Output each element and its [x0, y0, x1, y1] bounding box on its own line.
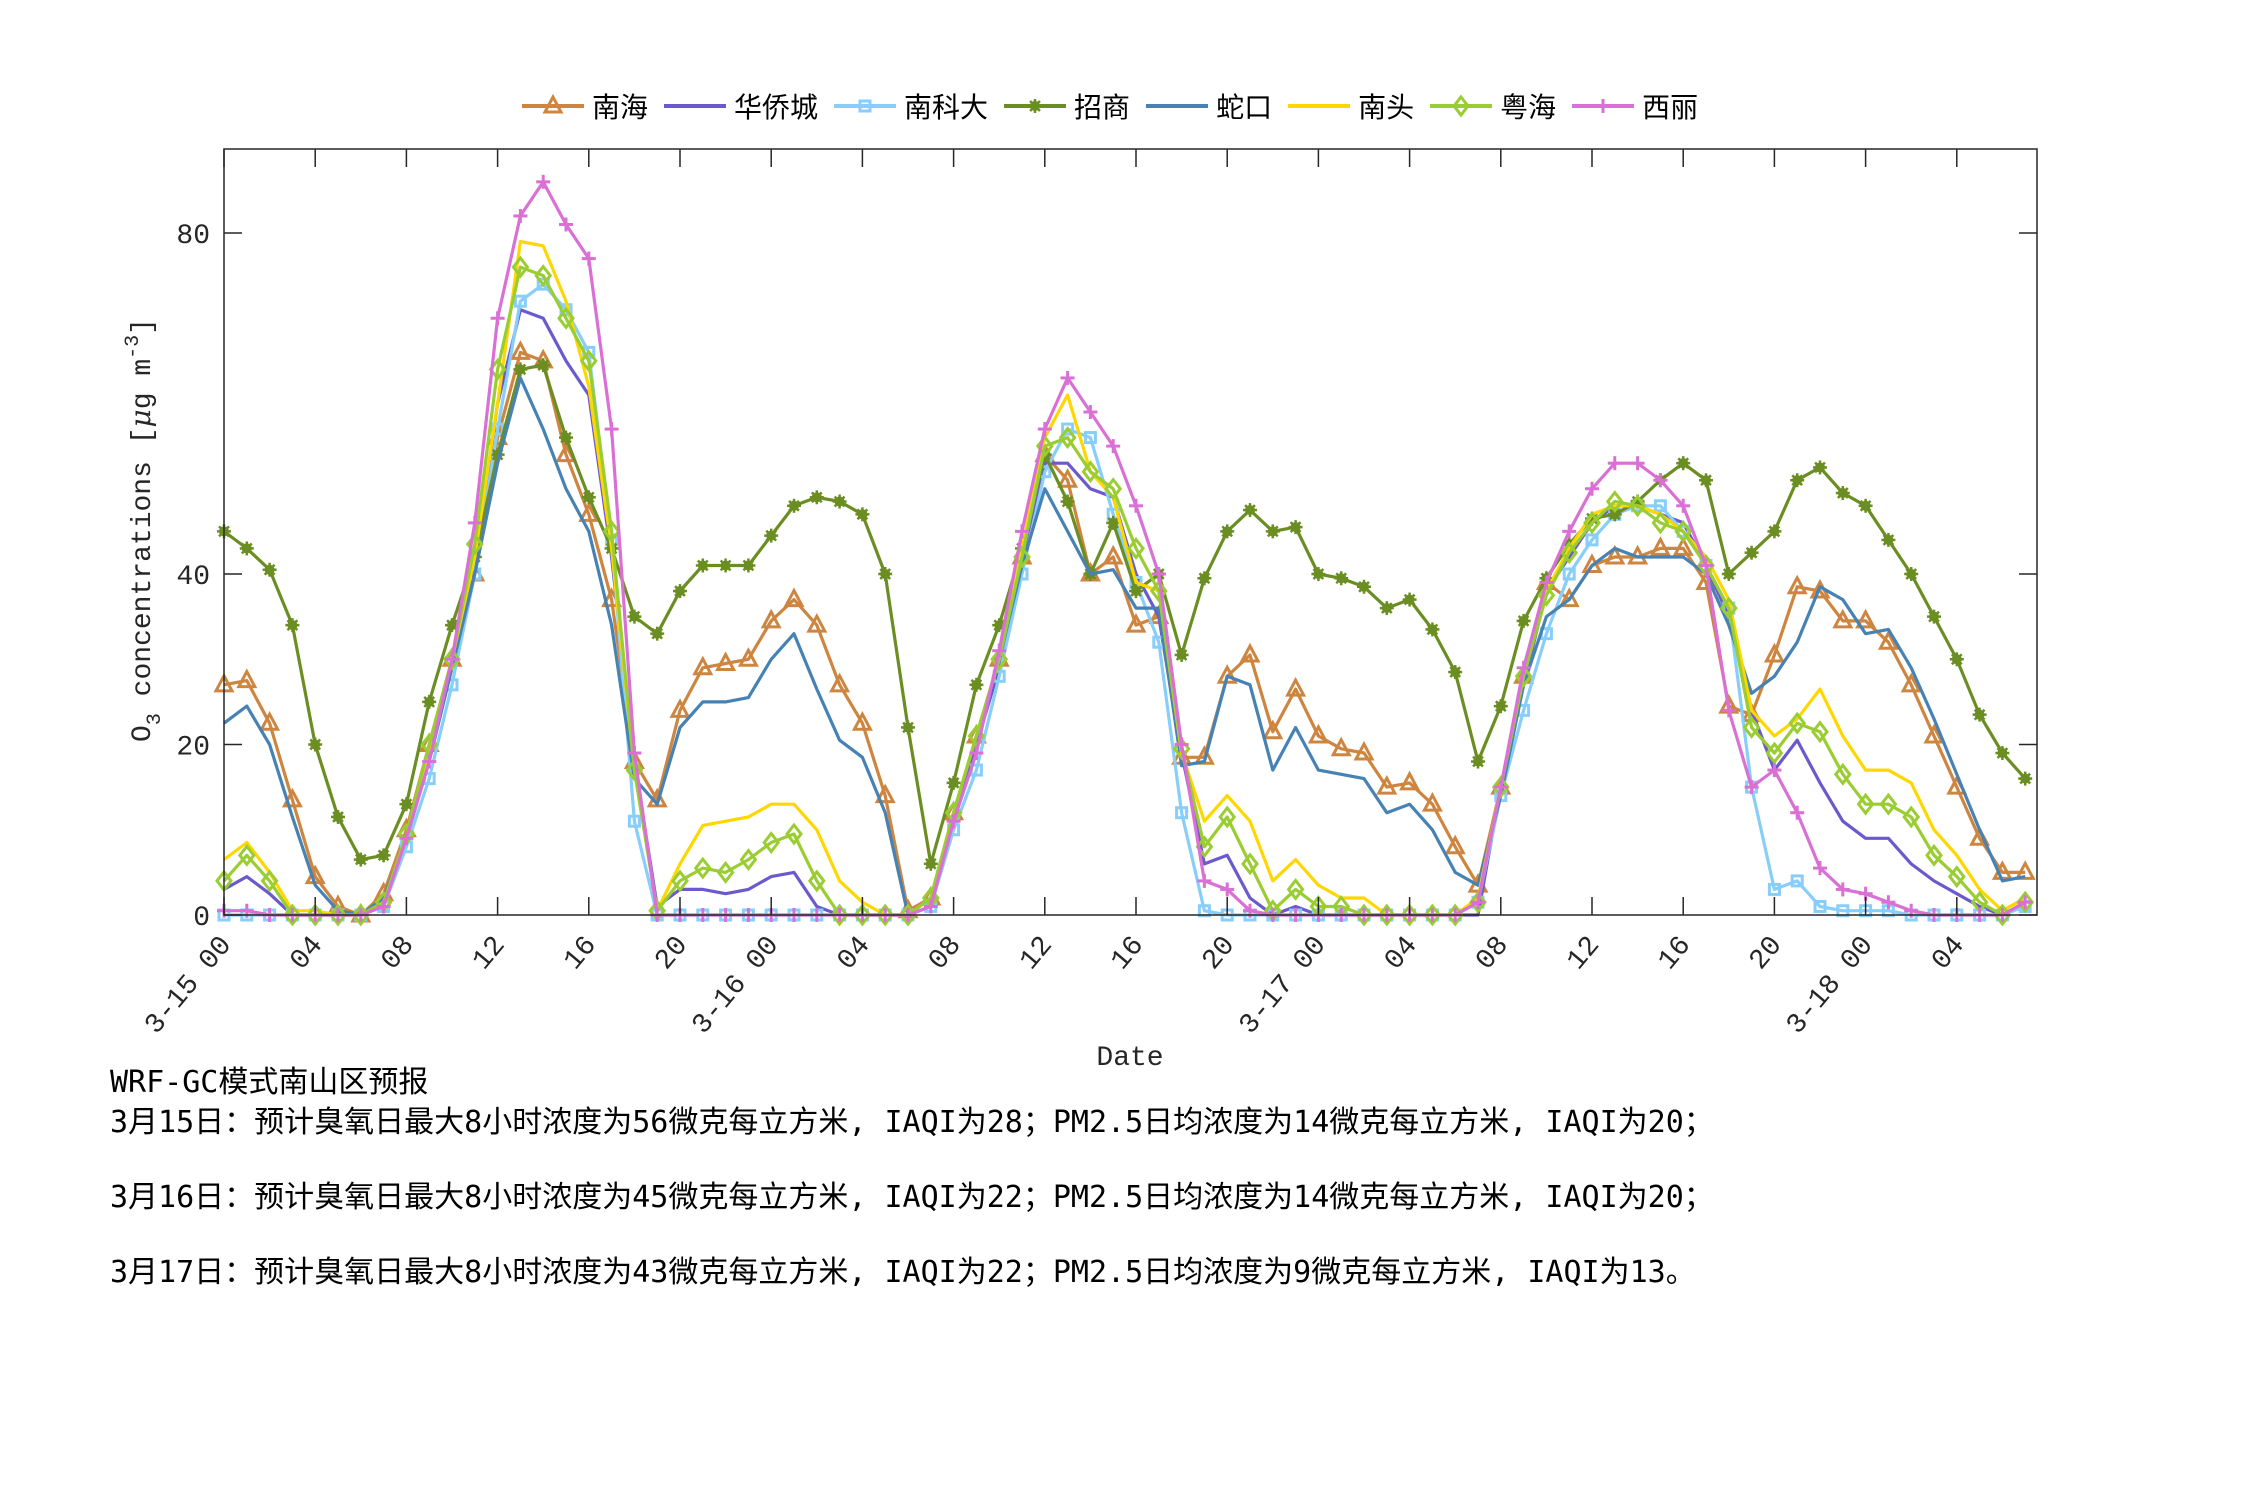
x-tick-label: 12: [1014, 931, 1059, 977]
legend-label: 蛇口: [1216, 91, 1273, 124]
legend-item-南科大: 南科大: [832, 86, 988, 126]
legend-item-南海: 南海: [520, 86, 648, 126]
triangle-marker-icon: [522, 93, 584, 114]
summary-title: WRF-GC模式南山区预报: [110, 1065, 429, 1100]
legend-label: 南科大: [904, 91, 989, 124]
series-蛇口: [223, 376, 2026, 917]
diamond-marker-icon: [1430, 94, 1493, 118]
legend-item-粤海: 粤海: [1428, 86, 1556, 126]
x-tick-label: 04: [832, 931, 877, 977]
x-tick-label: 04: [1926, 931, 1971, 977]
x-tick-label: 16: [558, 931, 603, 977]
x-axis-label: Date: [1096, 1043, 1163, 1074]
chart-legend: 南海 华侨城 南科大 招商 蛇口 南头 粤海 西丽: [520, 88, 1712, 124]
x-tick-label: 12: [1562, 931, 1607, 977]
legend-item-招商: 招商: [1002, 86, 1130, 126]
series-粤海: [215, 255, 2035, 927]
x-tick-label: 20: [1197, 931, 1242, 977]
summary-line-0317: 3月17日：预计臭氧日最大8小时浓度为43微克每立方米, IAQI为22；PM2…: [110, 1255, 1696, 1290]
svg-text:O3 concentrations [μg m-3]: O3 concentrations [μg m-3]: [122, 318, 167, 742]
summary-line-0316: 3月16日：预计臭氧日最大8小时浓度为45微克每立方米, IAQI为22；PM2…: [110, 1180, 1714, 1215]
x-tick-label: 16: [1653, 931, 1698, 977]
legend-item-蛇口: 蛇口: [1144, 86, 1272, 126]
legend-item-西丽: 西丽: [1570, 86, 1698, 126]
line-marker-icon: [1146, 104, 1209, 108]
star-marker-icon: [1004, 99, 1067, 113]
legend-label: 招商: [1074, 91, 1131, 124]
legend-label: 西丽: [1642, 91, 1699, 124]
line-marker-icon: [664, 104, 727, 108]
summary-line-0315: 3月15日：预计臭氧日最大8小时浓度为56微克每立方米, IAQI为28；PM2…: [110, 1105, 1714, 1140]
legend-label: 南海: [592, 91, 649, 124]
plus-marker-icon: [1572, 99, 1635, 113]
x-tick-label: 3-18 00: [1781, 931, 1880, 1041]
y-tick-label: 20: [176, 733, 210, 764]
y-tick-label: 40: [176, 562, 210, 593]
plot-area: [213, 174, 2036, 927]
y-tick-label: 0: [193, 903, 210, 934]
legend-label: 华侨城: [734, 91, 819, 124]
x-tick-label: 04: [285, 931, 330, 977]
line-marker-icon: [1288, 104, 1351, 108]
legend-item-南头: 南头: [1286, 86, 1414, 126]
legend-label: 粤海: [1500, 91, 1557, 124]
x-tick-label: 20: [650, 931, 695, 977]
x-tick-label: 16: [1106, 931, 1151, 977]
x-tick-label: 04: [1379, 931, 1424, 977]
series-南头: [223, 239, 2026, 917]
x-tick-label: 3-16 00: [687, 931, 786, 1041]
x-tick-label: 08: [923, 931, 968, 977]
forecast-summary: WRF-GC模式南山区预报 3月15日：预计臭氧日最大8小时浓度为56微克每立方…: [110, 1068, 1714, 1288]
x-tick-label: 20: [1744, 931, 1789, 977]
y-tick-label: 80: [176, 221, 210, 252]
x-tick-label: 3-15 00: [140, 931, 239, 1041]
y-axis-label: O3 concentrations [μg m-3]: [122, 318, 167, 742]
x-tick-label: 12: [467, 931, 512, 977]
x-tick-label: 08: [376, 931, 421, 977]
x-tick-label: 08: [1470, 931, 1515, 977]
legend-item-华侨城: 华侨城: [662, 86, 818, 126]
square-marker-icon: [834, 99, 897, 113]
legend-label: 南头: [1358, 91, 1415, 124]
x-tick-label: 3-17 00: [1234, 931, 1333, 1041]
